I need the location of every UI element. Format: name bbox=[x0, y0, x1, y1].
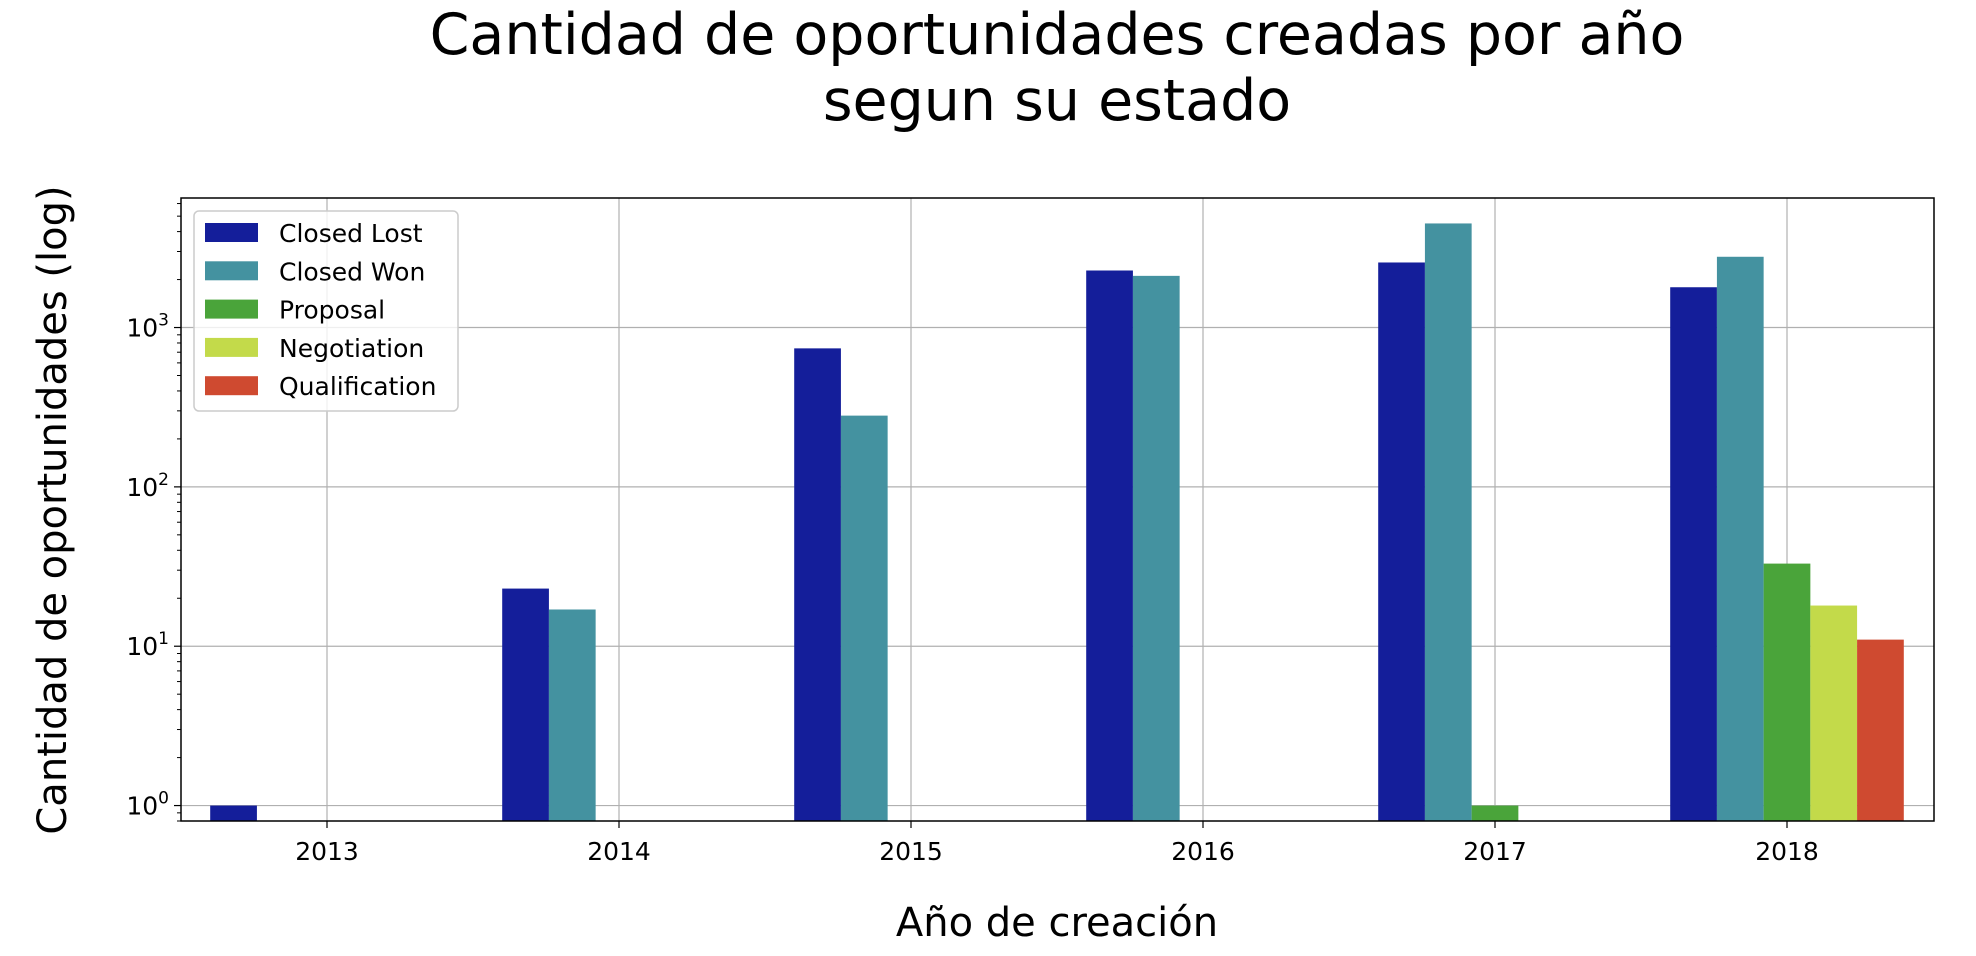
legend-swatch bbox=[205, 299, 258, 319]
bar bbox=[1857, 639, 1904, 821]
legend-label: Closed Won bbox=[279, 257, 425, 286]
x-tick-label: 2018 bbox=[1755, 837, 1819, 866]
x-tick-label: 2014 bbox=[587, 837, 651, 866]
bar bbox=[1086, 270, 1133, 821]
y-tick-label: 102 bbox=[126, 470, 169, 502]
legend: Closed Lost Closed Won Proposal Negotiation… bbox=[193, 210, 459, 412]
legend-swatch bbox=[205, 223, 258, 242]
bars bbox=[210, 223, 1904, 822]
x-tick-label: 2016 bbox=[1171, 837, 1235, 866]
bar bbox=[1132, 275, 1180, 822]
bar bbox=[548, 609, 596, 821]
grid-lines bbox=[181, 198, 1934, 821]
bar bbox=[502, 588, 549, 821]
bar bbox=[1471, 805, 1519, 821]
y-axis-label: Cantidad de oportunidades (log) bbox=[30, 185, 76, 834]
chart-title-line-1: Cantidad de oportunidades creadas por añ… bbox=[430, 2, 1685, 68]
y-tick-label: 101 bbox=[126, 629, 169, 661]
y-tick-label: 100 bbox=[126, 789, 169, 821]
bar bbox=[1424, 223, 1472, 821]
axis-ticks bbox=[174, 203, 1788, 828]
bar bbox=[1810, 605, 1858, 821]
legend-frame bbox=[193, 210, 459, 412]
legend-swatch bbox=[205, 261, 258, 281]
chart-title-line-2: segun su estado bbox=[823, 68, 1291, 134]
plot-area-frame bbox=[180, 197, 1935, 822]
x-axis-label: Año de creación bbox=[896, 900, 1218, 946]
legend-label: Closed Lost bbox=[279, 219, 423, 248]
bar bbox=[210, 805, 257, 821]
bar bbox=[840, 415, 888, 821]
legend-label: Proposal bbox=[279, 296, 385, 325]
y-tick-labels: 100 101 102 103 bbox=[126, 311, 169, 821]
bar bbox=[1763, 563, 1811, 821]
bar bbox=[794, 348, 841, 821]
legend-label: Qualification bbox=[279, 372, 436, 401]
legend-swatch bbox=[205, 337, 258, 357]
x-tick-label: 2015 bbox=[879, 837, 943, 866]
y-tick-label: 103 bbox=[126, 311, 169, 343]
x-tick-labels: 2013 2014 2015 2016 2017 2018 bbox=[295, 837, 1819, 866]
x-tick-label: 2017 bbox=[1463, 837, 1527, 866]
legend-label: Negotiation bbox=[279, 334, 424, 363]
bar bbox=[1670, 287, 1717, 821]
x-tick-label: 2013 bbox=[295, 837, 359, 866]
bar bbox=[1716, 256, 1764, 821]
legend-swatch bbox=[205, 376, 258, 396]
bar bbox=[1378, 262, 1425, 821]
